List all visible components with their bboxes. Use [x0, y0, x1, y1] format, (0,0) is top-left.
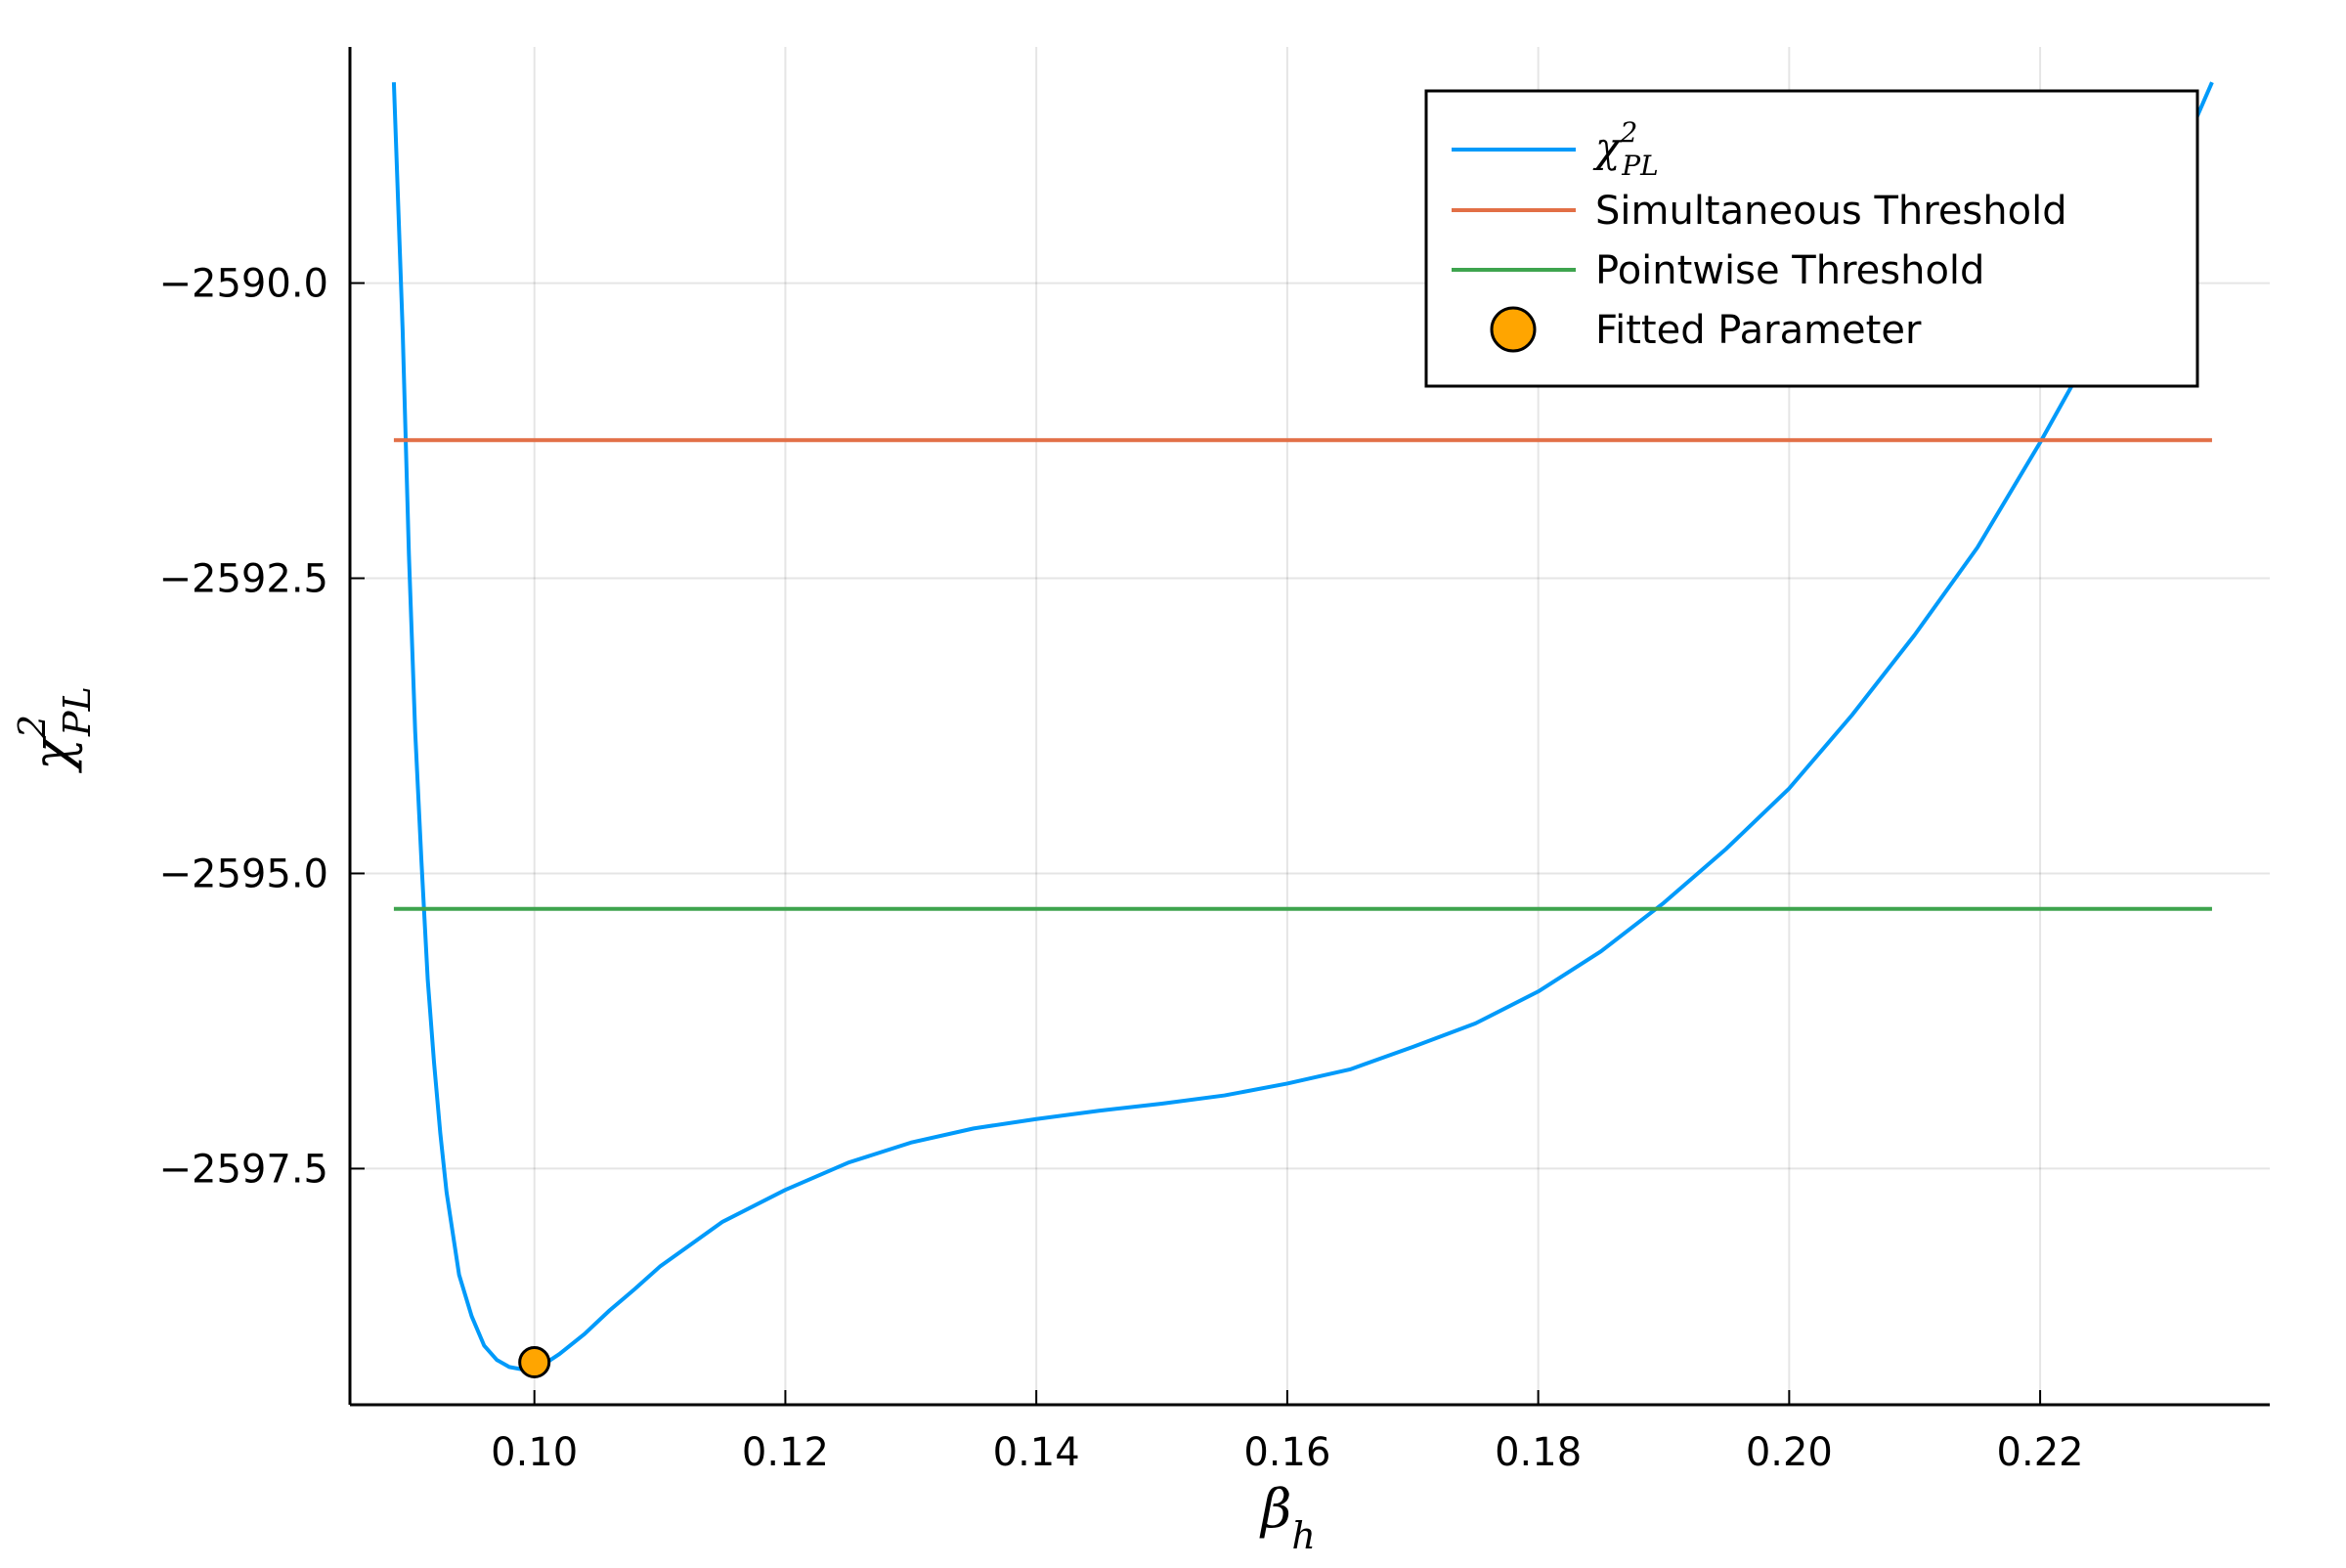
fitted-parameter-point	[518, 1346, 551, 1379]
series	[391, 81, 2214, 1379]
y-tick-label: −2597.5	[159, 1147, 328, 1192]
x-tick-label: 0.14	[993, 1430, 1080, 1475]
y-axis-label-sup: 2	[11, 715, 54, 739]
x-tick-label: 0.12	[742, 1430, 829, 1475]
x-axis-label: βh	[1259, 1478, 1316, 1557]
legend-entry-fitted: Fitted Parameter	[1490, 306, 1922, 353]
y-axis-label-base: χ	[22, 735, 83, 774]
legend-entry-pointwise: Pointwise Threshold	[1452, 248, 1984, 293]
chi2-curve	[391, 81, 2214, 1372]
legend: χ2 PL Simultaneous Threshold Pointwise Th…	[1424, 89, 2199, 388]
x-tick-label: 0.18	[1495, 1430, 1582, 1475]
legend-entry-simultaneous: Simultaneous Threshold	[1452, 189, 2067, 234]
y-tick-label: −2595.0	[159, 851, 328, 896]
legend-entry-chi2: χ2 PL	[1452, 116, 1659, 182]
x-axis-label-base: β	[1259, 1478, 1291, 1540]
legend-label-chi2: χ2 PL	[1592, 116, 1659, 182]
plot-area	[391, 81, 2214, 1372]
legend-label-simultaneous: Simultaneous Threshold	[1595, 189, 2067, 234]
legend-marker-fitted	[1490, 306, 1537, 353]
y-axis-label-sub: PL	[56, 686, 99, 737]
x-axis-label-sub: h	[1291, 1514, 1315, 1557]
x-tick-label: 0.10	[491, 1430, 578, 1475]
x-tick-label: 0.22	[1997, 1430, 2084, 1475]
y-axis-label: χ2PL	[11, 686, 99, 774]
tick-labels: 0.10 0.12 0.14 0.16 0.18 0.20 0.22 −2590.0 −2592…	[159, 262, 2084, 1475]
legend-label-fitted: Fitted Parameter	[1595, 308, 1922, 353]
legend-chi-sub: PL	[1621, 150, 1658, 182]
legend-chi-sup: 2	[1619, 116, 1637, 149]
x-tick-label: 0.20	[1746, 1430, 1833, 1475]
axes	[348, 47, 2270, 1407]
x-tick-label: 0.16	[1243, 1430, 1330, 1475]
legend-box	[1424, 89, 2199, 388]
y-tick-label: −2590.0	[159, 262, 328, 307]
legend-chi-base: χ	[1592, 123, 1623, 171]
legend-label-pointwise: Pointwise Threshold	[1595, 248, 1984, 293]
y-tick-label: −2592.5	[159, 557, 328, 602]
axis-titles: βh χ2PL	[11, 686, 1316, 1557]
